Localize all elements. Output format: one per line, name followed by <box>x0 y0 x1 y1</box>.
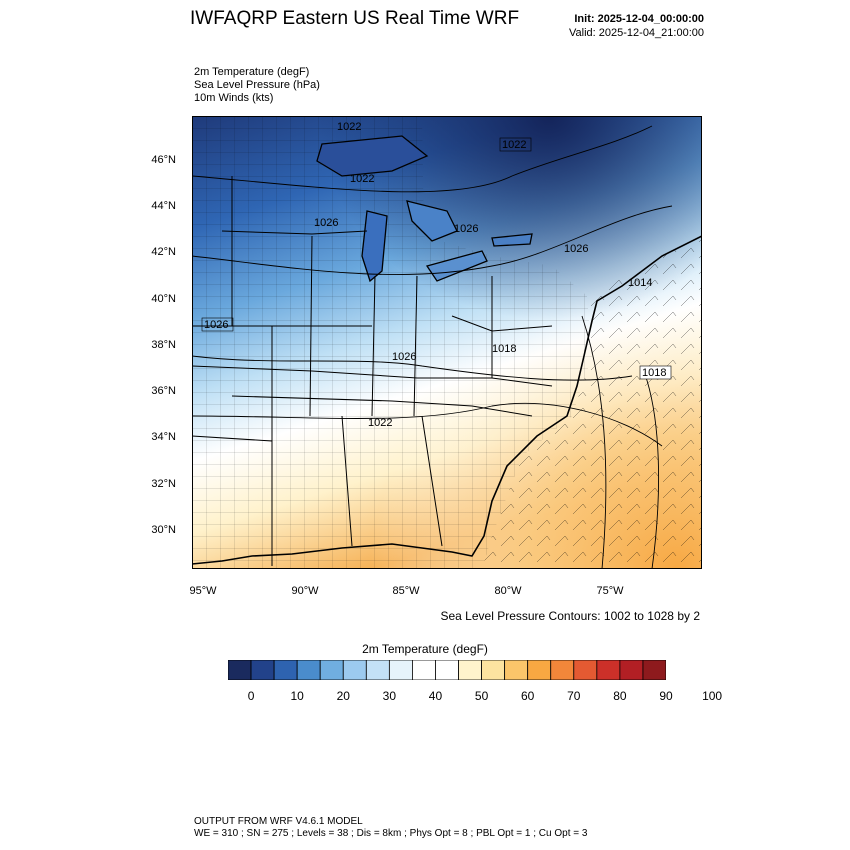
lake-erie <box>425 250 488 282</box>
colorbar-tick-label: 40 <box>428 689 443 703</box>
colorbar-swatch <box>365 660 390 680</box>
lake-huron <box>406 200 458 242</box>
colorbar-swatch <box>435 660 459 680</box>
colorbar-tick-label: 0 <box>247 689 255 703</box>
footer-config: WE = 310 ; SN = 275 ; Levels = 38 ; Dis … <box>194 828 588 839</box>
colorbar-swatch <box>458 660 482 680</box>
colorbar-swatch <box>481 660 506 680</box>
field-pressure: Sea Level Pressure (hPa) <box>194 79 320 91</box>
lat-label: 40°N <box>151 293 176 305</box>
lat-label: 38°N <box>151 339 176 351</box>
slp-contour-note: Sea Level Pressure Contours: 1002 to 102… <box>440 609 701 623</box>
isobars <box>192 125 673 569</box>
lat-label: 46°N <box>151 154 176 166</box>
colorbar-tick-label: 20 <box>336 689 350 703</box>
lat-label: 32°N <box>151 478 176 490</box>
footer-model: OUTPUT FROM WRF V4.6.1 MODEL <box>194 816 363 827</box>
map-panel: 1022 1022 1022 1026 1026 1026 1026 1026 … <box>192 116 702 569</box>
lon-label: 95°W <box>189 585 217 597</box>
colorbar-swatch <box>250 660 275 680</box>
lon-label: 85°W <box>392 585 420 597</box>
colorbar-swatch <box>319 660 344 680</box>
lake-michigan <box>361 210 388 283</box>
state-borders <box>192 176 553 566</box>
isobar-label: 1018 <box>642 367 666 379</box>
colorbar-title: 2m Temperature (degF) <box>362 642 488 656</box>
colorbar-swatch <box>550 660 575 680</box>
valid-time: Valid: 2025-12-04_21:00:00 <box>569 27 704 39</box>
lon-label: 90°W <box>291 585 319 597</box>
isobar-label: 1026 <box>564 243 588 255</box>
lake-superior <box>316 135 429 177</box>
colorbar-tick-label: 90 <box>659 689 673 703</box>
colorbar-swatch <box>388 660 413 680</box>
temperature-map: 1022 1022 1022 1026 1026 1026 1026 1026 … <box>192 116 702 569</box>
colorbar-swatch <box>228 660 252 680</box>
colorbar-swatch <box>642 660 666 680</box>
lat-label: 34°N <box>151 431 176 443</box>
colorbar-tick-label: 70 <box>567 689 581 703</box>
colorbar <box>228 660 666 680</box>
isobar-label: 1026 <box>314 217 338 229</box>
isobar-label: 1022 <box>368 417 392 429</box>
init-time: Init: 2025-12-04_00:00:00 <box>574 13 704 25</box>
colorbar-swatch <box>296 660 321 680</box>
coastline <box>192 235 702 565</box>
isobar-label: 1026 <box>392 351 416 363</box>
colorbar-tick-label: 80 <box>613 689 627 703</box>
lat-label: 42°N <box>151 246 176 258</box>
isobar-label: 1014 <box>628 277 652 289</box>
lat-label: 44°N <box>151 200 176 212</box>
colorbar-swatch <box>412 660 436 680</box>
lat-label: 30°N <box>151 524 176 536</box>
lat-label: 36°N <box>151 385 176 397</box>
isobar-label: 1022 <box>350 173 374 185</box>
colorbar-swatch <box>527 660 552 680</box>
colorbar-tick-label: 60 <box>520 689 535 703</box>
field-temperature: 2m Temperature (degF) <box>194 66 310 78</box>
isobar-label: 1018 <box>492 343 516 355</box>
pressure-labels: 1022 1022 1022 1026 1026 1026 1026 1026 … <box>201 121 672 429</box>
lake-ontario <box>491 233 533 247</box>
colorbar-swatch <box>596 660 621 680</box>
colorbar-tick-label: 30 <box>382 689 397 703</box>
isobar-label: 1022 <box>337 121 361 133</box>
colorbar-swatch <box>573 660 598 680</box>
colorbar-tick-label: 100 <box>702 689 723 703</box>
colorbar-tick-label: 50 <box>474 689 489 703</box>
isobar-label: 1026 <box>204 319 228 331</box>
colorbar-swatch <box>273 660 298 680</box>
map-title: IWFAQRP Eastern US Real Time WRF <box>190 8 520 29</box>
map-frame <box>192 116 702 569</box>
colorbar-tick-label: 10 <box>290 689 304 703</box>
lon-label: 75°W <box>596 585 624 597</box>
isobar-label: 1026 <box>454 223 478 235</box>
colorbar-swatch <box>504 660 529 680</box>
lon-label: 80°W <box>494 585 522 597</box>
isobar-label: 1022 <box>502 139 526 151</box>
colorbar-swatch <box>342 660 367 680</box>
colorbar-swatch <box>619 660 644 680</box>
field-winds: 10m Winds (kts) <box>194 92 274 104</box>
